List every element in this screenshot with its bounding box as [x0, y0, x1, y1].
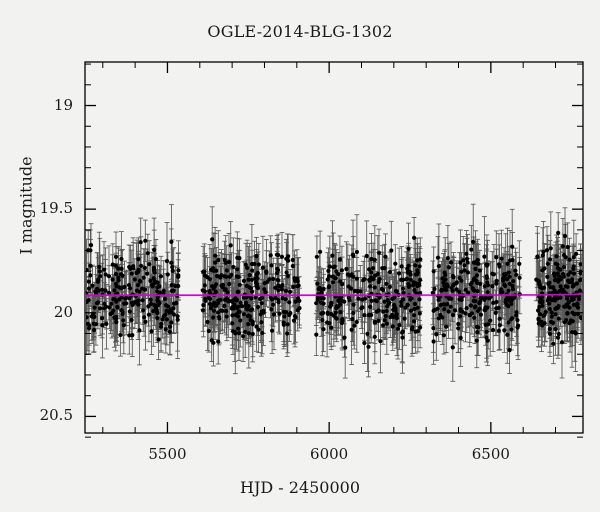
axis-layer — [84, 61, 584, 438]
chart-title: OGLE-2014-BLG-1302 — [207, 22, 393, 41]
data-point-layer — [86, 230, 582, 353]
model-curve — [86, 293, 582, 296]
y-tick-label: 19.5 — [39, 199, 73, 218]
x-tick-label: 6500 — [471, 445, 510, 463]
x-axis-label: HJD - 2450000 — [239, 478, 361, 497]
y-tick-label: 20.5 — [39, 406, 73, 425]
x-tick-label: 5500 — [148, 445, 187, 463]
y-tick-label: 19 — [53, 95, 73, 114]
x-tick-label: 6000 — [310, 445, 349, 463]
y-tick-label: 20 — [53, 302, 73, 321]
